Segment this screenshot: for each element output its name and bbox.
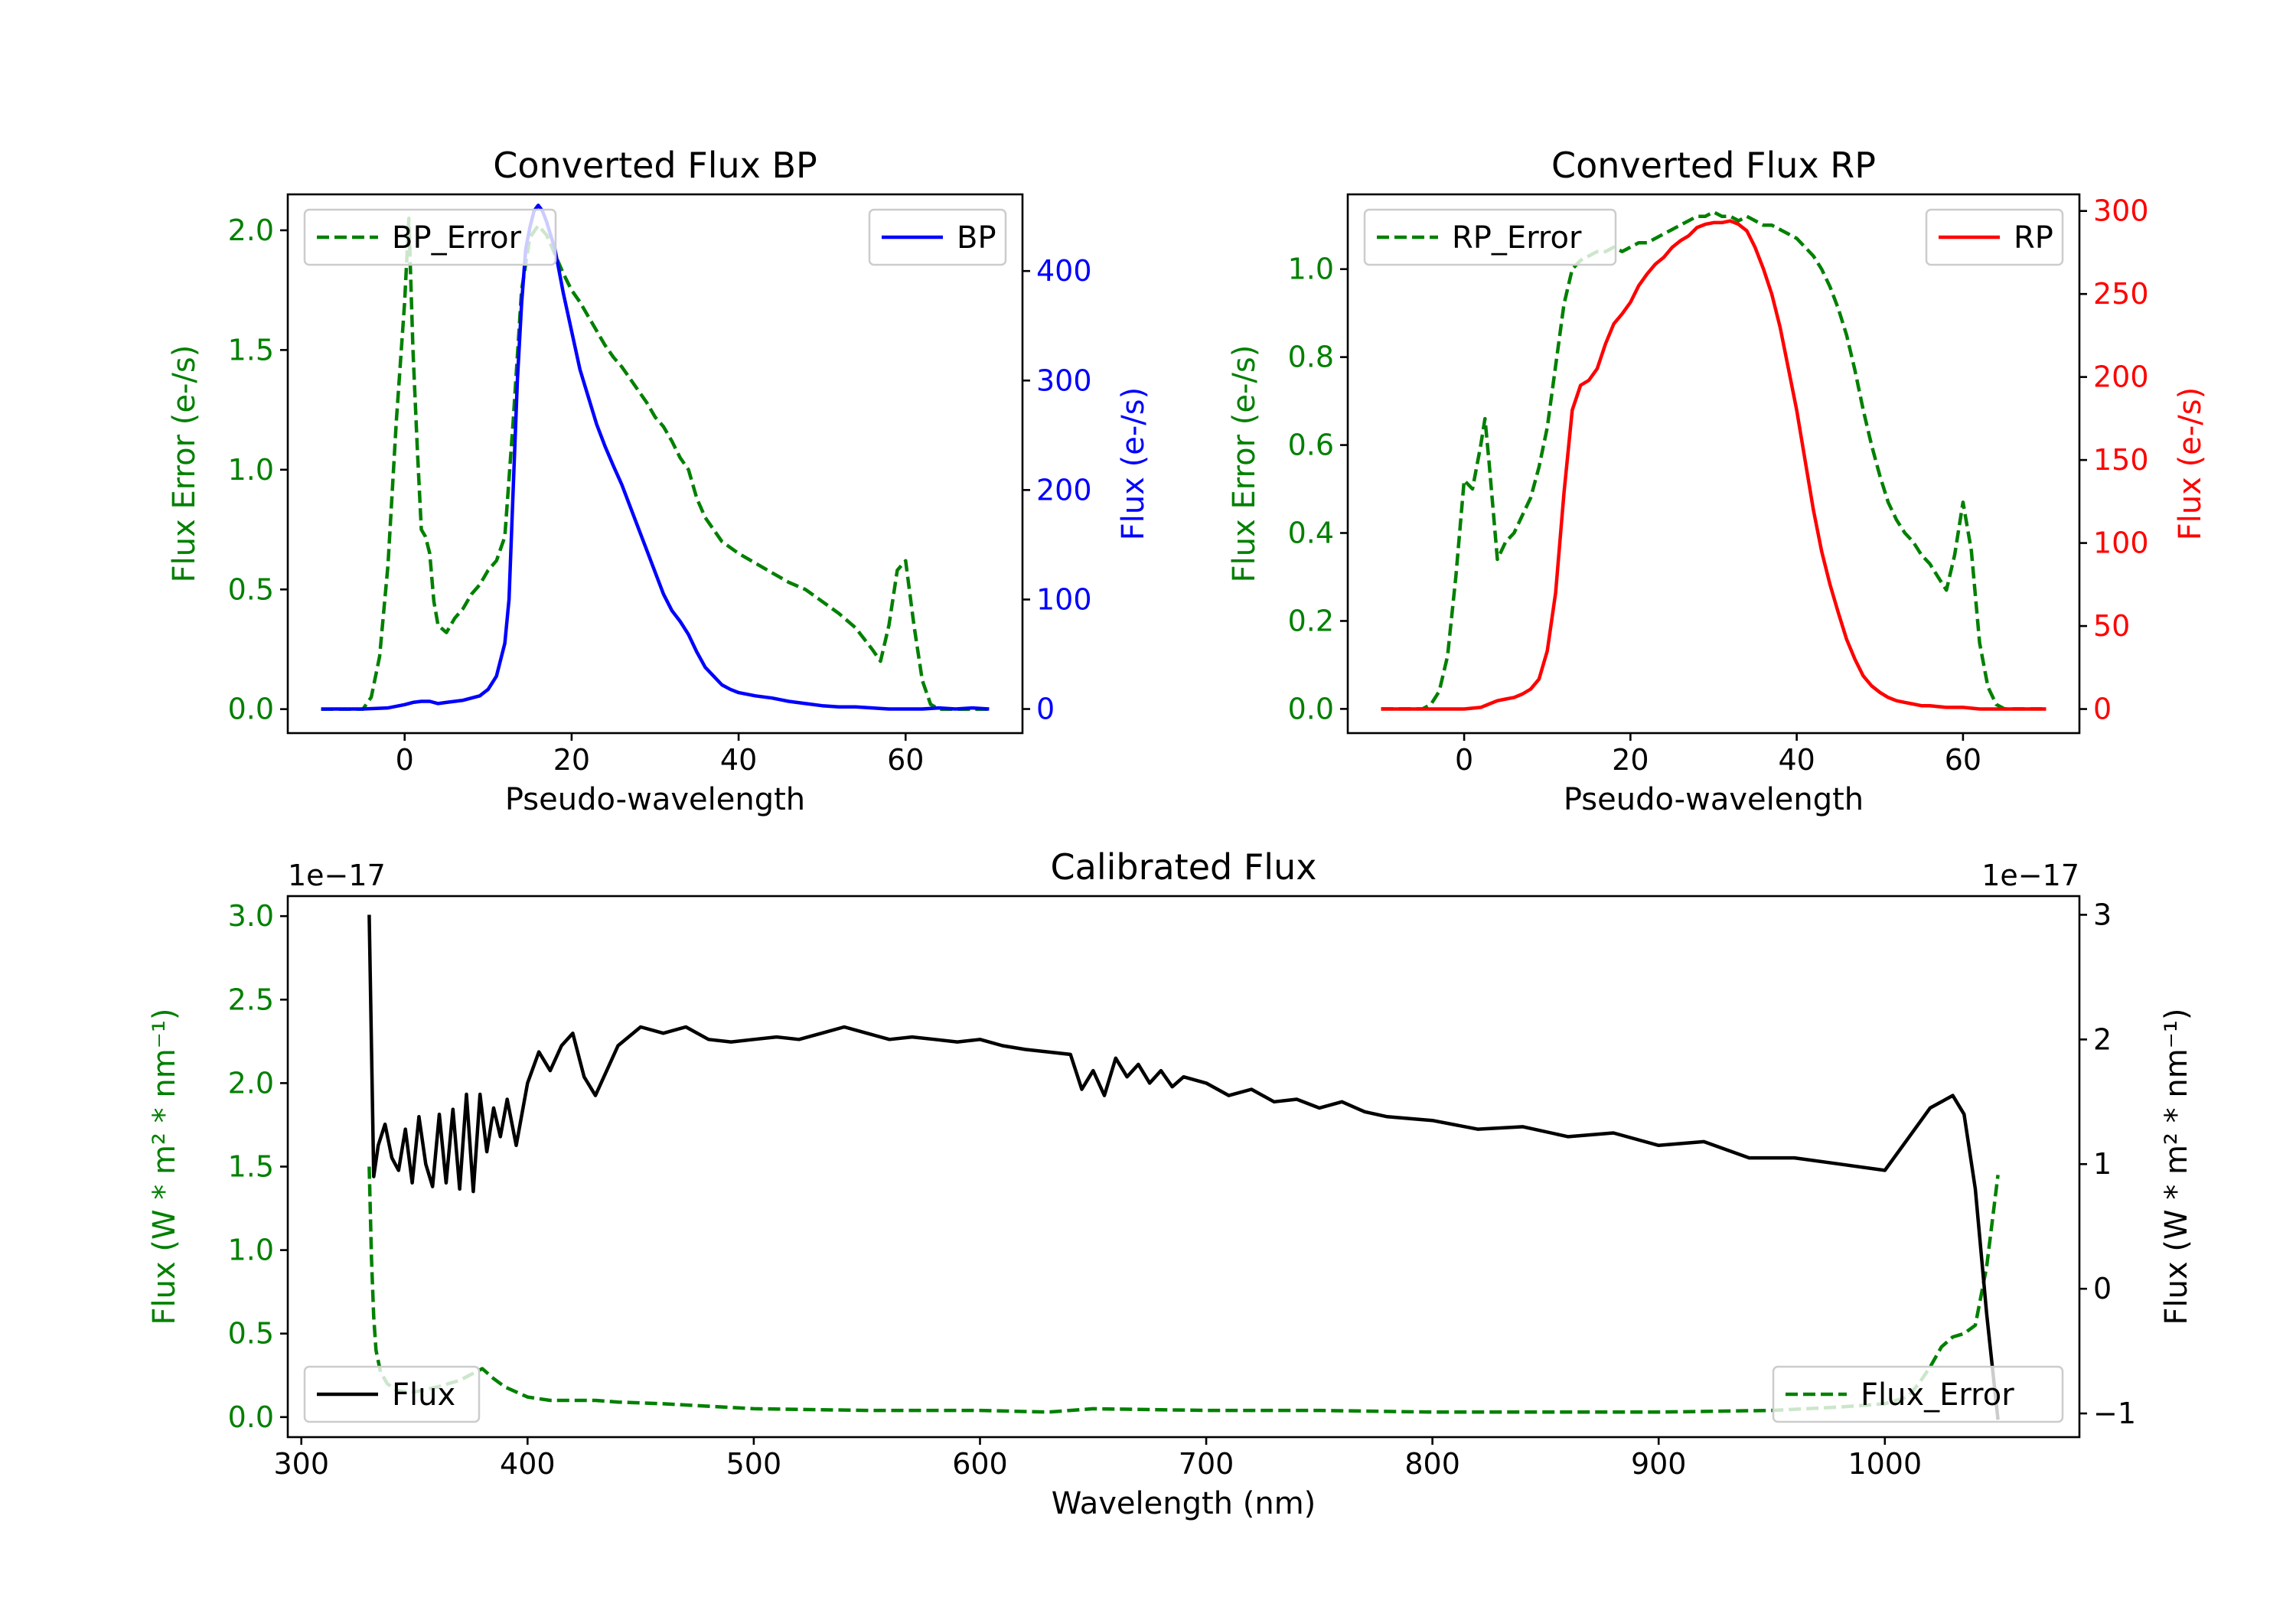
cal-ytick-right-label: 1 — [2093, 1147, 2112, 1181]
bp-legend-left: BP_Error — [303, 208, 557, 266]
bp-title: Converted Flux BP — [493, 145, 817, 186]
cal-chart: 300 400 500 600 700 800 900 1000 0.0 0.5 1.0 1.5 2.0… — [147, 846, 2194, 1521]
rp-xlabel: Pseudo-wavelength — [1564, 782, 1864, 817]
cal-legend-left: Flux — [303, 1365, 481, 1423]
bp-ytick-right-label: 100 — [1036, 582, 1092, 616]
rp-legend-label: RP — [2014, 220, 2053, 256]
cal-ytick-left-label: 1.5 — [228, 1150, 274, 1184]
rp-ytick-right-label: 100 — [2093, 526, 2149, 560]
bp-ytick-left-label: 2.0 — [228, 214, 274, 247]
cal-legend-label: Flux — [392, 1377, 455, 1413]
bp-legend-label: BP_Error — [392, 220, 522, 256]
rp-ytick-left-label: 0.4 — [1288, 517, 1334, 550]
cal-xtick-label: 900 — [1631, 1447, 1687, 1481]
rp-ytick-left-label: 1.0 — [1288, 253, 1334, 286]
rp-xtick-label: 20 — [1612, 743, 1649, 777]
cal-xtick-label: 500 — [726, 1447, 782, 1481]
bp-xtick-label: 40 — [720, 743, 757, 777]
cal-ytick-right-label: 2 — [2093, 1022, 2112, 1056]
cal-ylabel-right: Flux (W * m² * nm⁻¹) — [2159, 1009, 2194, 1325]
rp-chart: 0 20 40 60 0.0 0.2 0.4 0.6 0.8 1.0 0 50 100 150 200 250… — [1227, 145, 2208, 817]
rp-xtick-label: 60 — [1945, 743, 1981, 777]
rp-xtick-label: 40 — [1778, 743, 1815, 777]
cal-xtick-label: 400 — [500, 1447, 556, 1481]
bp-xtick-label: 60 — [887, 743, 924, 777]
rp-ytick-left-label: 0.2 — [1288, 604, 1334, 637]
bp-axes-frame — [286, 193, 1024, 735]
cal-xtick-label: 600 — [952, 1447, 1008, 1481]
bp-legend-right: BP — [868, 208, 1007, 266]
cal-ytick-left-label: 2.0 — [228, 1066, 274, 1100]
cal-ylabel-left: Flux (W * m² * nm⁻¹) — [147, 1009, 182, 1325]
bp-ylabel-left: Flux Error (e-/s) — [167, 345, 202, 583]
bp-xtick-label: 20 — [553, 743, 590, 777]
bp-ytick-right-label: 400 — [1036, 254, 1092, 288]
bp-legend-label: BP — [957, 220, 996, 256]
bp-xlabel: Pseudo-wavelength — [505, 782, 805, 817]
cal-title: Calibrated Flux — [1051, 846, 1317, 888]
rp-legend-box — [1363, 208, 1617, 266]
cal-ytick-right-label: −1 — [2093, 1397, 2136, 1430]
rp-title: Converted Flux RP — [1551, 145, 1876, 186]
rp-ytick-left-label: 0.8 — [1288, 341, 1334, 374]
rp-ytick-left-label: 0.0 — [1288, 692, 1334, 725]
cal-xtick-label: 300 — [273, 1447, 329, 1481]
bp-ytick-left-label: 0.5 — [228, 572, 274, 606]
rp-legend-right: RP — [1925, 208, 2064, 266]
bp-legend-box — [303, 208, 557, 266]
bp-series-bp — [321, 204, 990, 711]
rp-ytick-right-label: 200 — [2093, 360, 2149, 394]
cal-legend-label: Flux_Error — [1861, 1377, 2014, 1413]
bp-ytick-right-label: 0 — [1036, 693, 1055, 726]
cal-xtick-label: 800 — [1404, 1447, 1460, 1481]
cal-legend-box — [1772, 1365, 2064, 1423]
cal-legend-right: Flux_Error — [1772, 1365, 2064, 1423]
bp-ytick-left-label: 0.0 — [228, 693, 274, 726]
bp-series-bp-error — [321, 217, 990, 711]
rp-series-rp-error — [1381, 210, 2047, 711]
cal-offset-left: 1e−17 — [288, 859, 386, 892]
rp-legend-label: RP_Error — [1452, 220, 1582, 256]
cal-series-flux — [367, 914, 2000, 1420]
cal-ytick-left-label: 0.5 — [228, 1317, 274, 1351]
bp-ytick-right-label: 200 — [1036, 473, 1092, 507]
rp-ytick-right-label: 50 — [2093, 609, 2130, 643]
rp-ylabel-left: Flux Error (e-/s) — [1227, 345, 1262, 583]
cal-xlabel: Wavelength (nm) — [1052, 1486, 1316, 1521]
cal-ytick-left-label: 0.0 — [228, 1400, 274, 1434]
cal-xtick-label: 700 — [1179, 1447, 1234, 1481]
cal-ytick-left-label: 2.5 — [228, 983, 274, 1016]
rp-ytick-left-label: 0.6 — [1288, 429, 1334, 462]
rp-ylabel-right: Flux (e-/s) — [2173, 387, 2208, 540]
rp-axes-frame — [1346, 193, 2081, 735]
cal-ytick-right-label: 3 — [2093, 898, 2112, 931]
rp-ytick-right-label: 250 — [2093, 277, 2149, 311]
rp-legend-left: RP_Error — [1363, 208, 1617, 266]
cal-offset-right: 1e−17 — [1981, 859, 2079, 892]
bp-ylabel-right: Flux (e-/s) — [1116, 387, 1151, 540]
plots-container: 0 20 40 600.00.51.01.52.00100200300400Conve… — [147, 145, 2208, 1521]
rp-ytick-right-label: 150 — [2093, 443, 2149, 477]
bp-ytick-right-label: 300 — [1036, 363, 1092, 397]
bp-xtick-label: 0 — [396, 743, 414, 777]
cal-xtick-label: 1000 — [1848, 1447, 1922, 1481]
bp-ytick-left-label: 1.5 — [228, 333, 274, 367]
cal-legend-box — [303, 1365, 481, 1423]
bp-ytick-left-label: 1.0 — [228, 453, 274, 487]
rp-series-rp — [1381, 219, 2047, 711]
bp-chart: 0 20 40 60 0.0 0.5 1.0 1.5 2.0 0 100 200 300 400 Conve… — [167, 145, 1151, 817]
rp-xtick-label: 0 — [1455, 743, 1473, 777]
cal-ytick-right-label: 0 — [2093, 1272, 2112, 1305]
rp-ytick-right-label: 300 — [2093, 194, 2149, 228]
rp-ytick-right-label: 0 — [2093, 693, 2112, 726]
cal-ytick-left-label: 1.0 — [228, 1234, 274, 1267]
cal-ytick-left-label: 3.0 — [228, 899, 274, 933]
